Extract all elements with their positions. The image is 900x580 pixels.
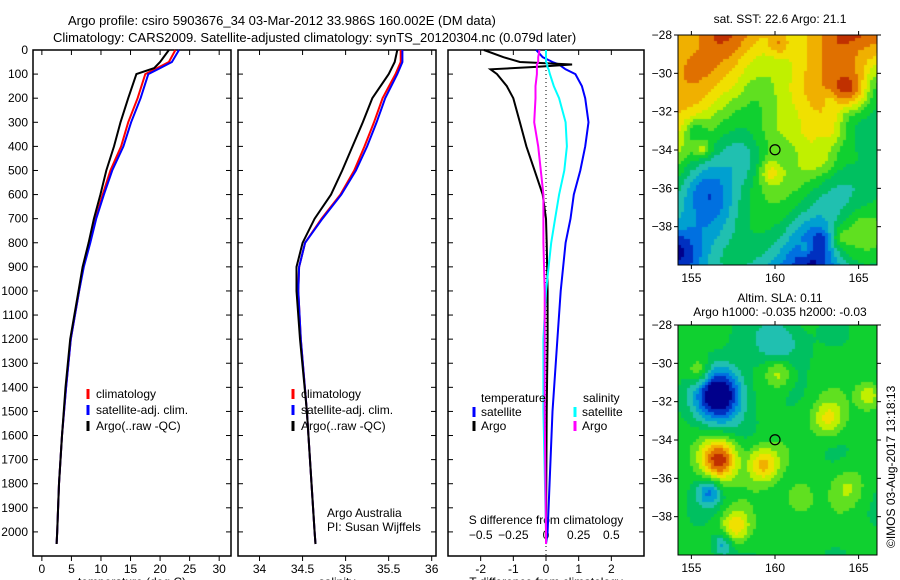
series-line-salinity-argo [533,49,547,544]
x-tick-label: 5 [68,562,75,576]
argo-location-marker [769,144,781,156]
x-tick-label: 0 [543,562,550,576]
s-tick-label: −0.25 [498,528,529,542]
lat-tick-label: −32 [652,395,673,409]
x-tick-label: 35.5 [377,562,401,576]
lon-tick-label: 155 [681,561,701,575]
sst-map-image [678,35,877,265]
series-line-argo-raw-qc- [295,49,399,545]
x-tick-label: 15 [124,562,138,576]
y-tick-label: 400 [8,139,28,153]
y-tick-label: 600 [8,188,28,202]
y-tick-label: 1600 [1,429,28,443]
legend-label: climatology [96,387,156,401]
x-axis-label: salinity [319,575,356,580]
x-tick-label: 30 [212,562,226,576]
y-tick-label: 1800 [1,477,28,491]
legend-label: satellite [481,405,522,419]
x-tick-label: 0 [39,562,46,576]
x-tick-label: 34 [253,562,267,576]
y-tick-label: 1000 [1,284,28,298]
y-tick-label: 700 [8,212,28,226]
lat-tick-label: −34 [652,433,673,447]
legend-header: temperature [481,391,546,405]
sst-map-title: sat. SST: 22.6 Argo: 21.1 [714,12,847,26]
y-tick-label: 500 [8,163,28,177]
lat-tick-label: −30 [652,356,673,370]
x-tick-label: 35 [339,562,353,576]
y-tick-label: 1100 [2,308,28,322]
y-tick-label: 2000 [1,525,28,539]
figure-subtitle: Climatology: CARS2009. Satellite-adjuste… [53,30,577,45]
series-line-temperature-argo [483,49,573,544]
lat-tick-label: −28 [652,318,673,332]
x-tick-label: 34.5 [291,562,315,576]
y-tick-label: 0 [21,43,28,57]
x-axis-label: temperature (deg C) [78,575,186,580]
plot-frame-temperature [32,49,232,557]
credit-text: ©IMOS 03-Aug-2017 13:18:13 [884,385,898,548]
legend-label: climatology [301,387,361,401]
lon-tick-label: 160 [765,561,785,575]
lon-tick-label: 165 [849,561,869,575]
x-tick-label: 10 [94,562,108,576]
annotation-text: PI: Susan Wijffels [327,520,421,534]
y-tick-label: 1400 [1,380,28,394]
legend-header: salinity [583,391,620,405]
y-tick-label: 800 [8,236,28,250]
y-tick-label: 300 [8,115,28,129]
y-tick-label: 200 [8,91,28,105]
lat-tick-label: −38 [652,510,673,524]
lon-tick-label: 155 [681,271,701,285]
y-tick-label: 100 [8,67,28,81]
sla-map-title: Altim. SLA: 0.11 [737,291,822,305]
x-tick-label: 36 [425,562,439,576]
lon-tick-label: 160 [765,271,785,285]
lat-tick-label: −32 [652,105,673,119]
legend-label: Argo [481,419,507,433]
x-axis-label: T difference from climatology [469,575,623,580]
s-tick-label: −0.5 [469,528,493,542]
x-tick-label: 25 [183,562,197,576]
legend-label: Argo(..raw -QC) [301,419,386,433]
lat-tick-label: −36 [652,181,673,195]
s-tick-label: 0.5 [603,528,620,542]
sla-map-subtitle: Argo h1000: -0.035 h2000: -0.03 [693,305,867,319]
annotation-text: Argo Australia [327,506,402,520]
y-tick-label: 1900 [1,501,28,515]
x-tick-label: -1 [508,562,519,576]
lon-tick-label: 165 [849,271,869,285]
x-tick-label: 20 [153,562,167,576]
sla-map-image [678,325,877,555]
lat-tick-label: −36 [652,471,673,485]
y-tick-label: 900 [8,260,28,274]
x-tick-label: 1 [575,562,582,576]
y-tick-label: 1700 [1,453,28,467]
map-frame [677,324,878,556]
legend-label: satellite-adj. clim. [96,403,188,417]
legend-label: satellite-adj. clim. [301,403,393,417]
y-tick-label: 1500 [1,404,28,418]
plot-frame-salinity [237,49,437,557]
legend-label: Argo [582,419,608,433]
lat-tick-label: −34 [652,143,673,157]
argo-location-marker [769,434,781,446]
series-line-argo-raw-qc- [55,49,170,545]
y-tick-label: 1200 [1,332,28,346]
y-tick-label: 1300 [1,356,28,370]
lat-tick-label: −38 [652,220,673,234]
s-tick-label: 0.25 [567,528,591,542]
x-tick-label: -2 [475,562,486,576]
lat-tick-label: −30 [652,66,673,80]
lat-tick-label: −28 [652,28,673,42]
map-frame [677,34,878,266]
x-tick-label: 2 [608,562,615,576]
figure-title: Argo profile: csiro 5903676_34 03-Mar-20… [68,13,496,28]
legend-label: satellite [582,405,623,419]
legend-label: Argo(..raw -QC) [96,419,181,433]
